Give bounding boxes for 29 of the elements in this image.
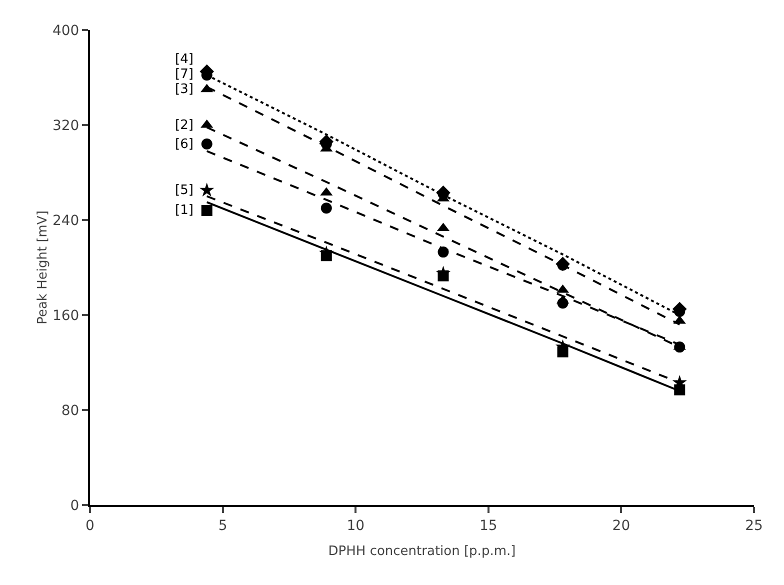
point xyxy=(674,384,686,396)
y-tick-label: 400 xyxy=(52,22,80,39)
series-label: [2] xyxy=(175,118,194,133)
series-label: [3] xyxy=(175,82,194,97)
x-tick-label: 20 xyxy=(612,518,630,534)
x-tick-label: 25 xyxy=(745,518,763,534)
y-tick-label: 320 xyxy=(52,118,80,134)
x-tick-label: 10 xyxy=(346,518,365,534)
x-tick-label: 15 xyxy=(479,518,498,534)
series-label: [4] xyxy=(175,52,194,67)
point xyxy=(320,250,332,262)
point xyxy=(438,270,449,282)
series-label: [6] xyxy=(175,137,194,152)
point xyxy=(200,182,214,197)
series-label: [7] xyxy=(175,67,194,82)
y-tick-label: 240 xyxy=(52,212,80,229)
y-axis-title: Peak Height [mV] xyxy=(35,210,50,324)
y-tick-label: 160 xyxy=(52,308,80,324)
y-tick-label: 0 xyxy=(70,498,80,514)
x-tick-label: 0 xyxy=(86,518,94,534)
point xyxy=(201,138,212,150)
x-axis-title: DPHH concentration [p.p.m.] xyxy=(328,544,516,559)
series-label: [1] xyxy=(175,203,194,218)
y-tick-label: 80 xyxy=(61,402,80,419)
x-tick-label: 5 xyxy=(218,518,228,534)
point xyxy=(557,346,568,358)
series-label: [5] xyxy=(175,183,194,198)
point xyxy=(320,202,332,214)
point xyxy=(201,205,212,216)
